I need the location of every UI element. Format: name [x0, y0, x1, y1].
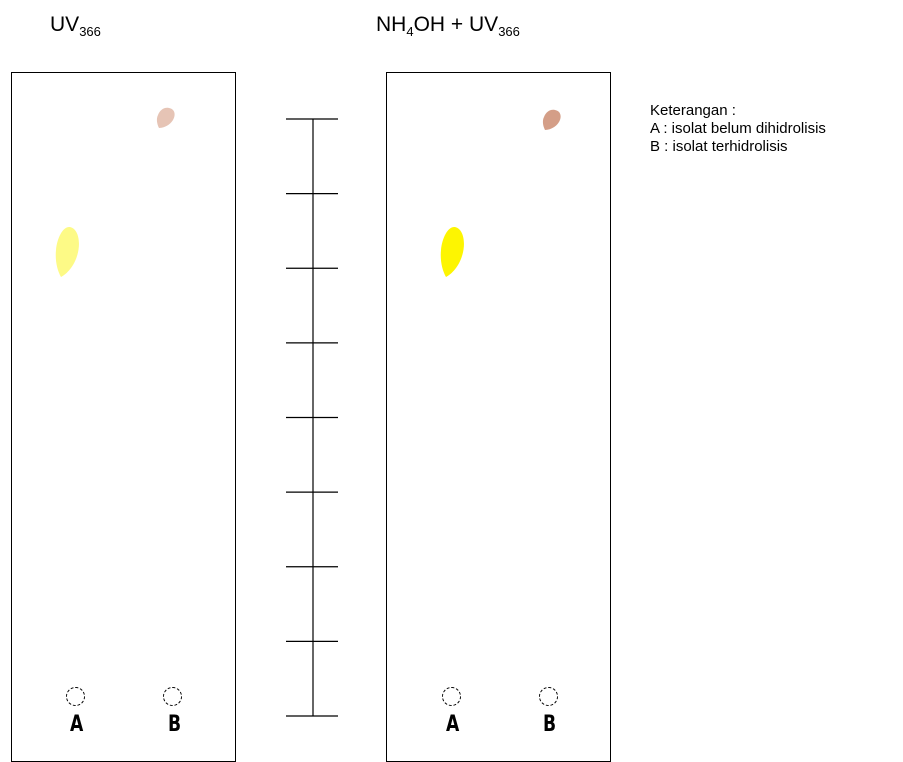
- spot-b-nh4oh: [541, 109, 563, 131]
- tlc-plate-nh4oh-uv: A B: [386, 72, 611, 762]
- rf-ruler: [284, 116, 340, 720]
- lane-label-b-nh4oh: B: [543, 714, 556, 736]
- lane-label-b-uv: B: [168, 714, 181, 736]
- lane-label-a-nh4oh: A: [446, 714, 459, 736]
- legend: Keterangan : A : isolat belum dihidrolis…: [650, 102, 826, 156]
- origin-a-uv: [66, 687, 85, 706]
- title-uv-main: UV: [50, 13, 79, 36]
- legend-heading: Keterangan :: [650, 102, 826, 120]
- title-uv366: UV366: [50, 14, 101, 35]
- origin-b-nh4oh: [539, 687, 558, 706]
- title-nh4oh-uv366: NH4OH + UV366: [376, 14, 520, 35]
- origin-a-nh4oh: [442, 687, 461, 706]
- spot-b-uv: [155, 107, 177, 129]
- title-nh-main: NH: [376, 13, 406, 36]
- legend-item-b: B : isolat terhidrolisis: [650, 138, 826, 156]
- ruler-ticks: [286, 119, 338, 716]
- title-oh-uv-main: OH + UV: [414, 13, 499, 36]
- legend-item-a: A : isolat belum dihidrolisis: [650, 120, 826, 138]
- spot-a-uv: [55, 226, 81, 278]
- lane-label-a-uv: A: [70, 714, 83, 736]
- tlc-plate-uv: A B: [11, 72, 236, 762]
- title-uv-sub-right: 366: [498, 24, 520, 39]
- origin-b-uv: [163, 687, 182, 706]
- title-uv-sub: 366: [79, 24, 101, 39]
- title-nh-sub: 4: [406, 24, 413, 39]
- spot-a-nh4oh: [440, 226, 466, 278]
